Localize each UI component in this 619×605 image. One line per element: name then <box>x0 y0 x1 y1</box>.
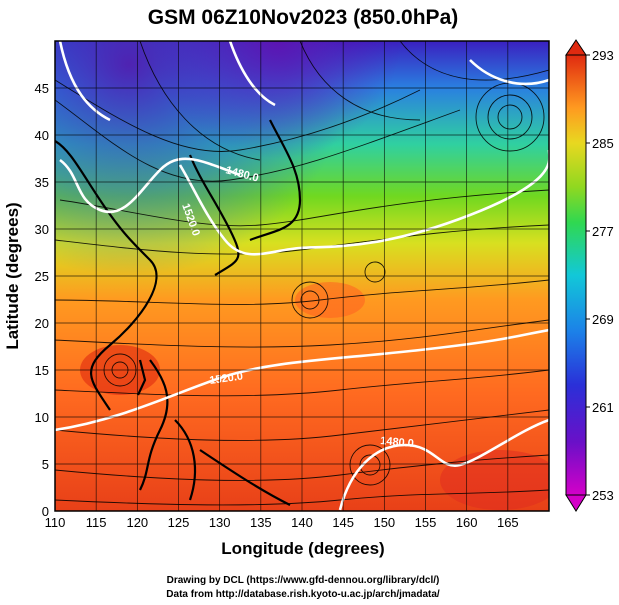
x-tick-label: 135 <box>250 515 272 530</box>
y-axis-ticks: 0 5 10 15 20 25 30 35 40 45 <box>35 81 49 519</box>
credit-line-1: Drawing by DCL (https://www.gfd-dennou.o… <box>167 575 440 586</box>
colorbar-gradient <box>565 54 587 496</box>
colorbar-tick-label: 285 <box>592 136 614 151</box>
y-tick-label: 45 <box>35 81 49 96</box>
warm-patch-central <box>295 282 365 318</box>
x-tick-label: 130 <box>209 515 231 530</box>
contour-label: 1480.0 <box>380 435 415 450</box>
y-tick-label: 35 <box>35 175 49 190</box>
x-tick-label: 110 <box>45 515 66 530</box>
x-tick-label: 125 <box>168 515 190 530</box>
credit-line-2: Data from http://database.rish.kyoto-u.a… <box>166 589 440 600</box>
colorbar-tick-label: 261 <box>592 400 614 415</box>
x-tick-label: 120 <box>126 515 148 530</box>
y-tick-label: 20 <box>35 316 49 331</box>
x-tick-label: 160 <box>456 515 478 530</box>
y-tick-label: 10 <box>35 410 49 425</box>
x-tick-label: 165 <box>497 515 519 530</box>
colorbar-tick-label: 277 <box>592 224 614 239</box>
warm-patch-southeast <box>440 450 549 510</box>
colorbar-tick-label: 253 <box>592 488 614 503</box>
colorbar-bottom-arrow <box>565 494 587 512</box>
x-tick-label: 155 <box>415 515 437 530</box>
x-tick-label: 150 <box>373 515 395 530</box>
x-axis-ticks: 110 115 120 125 130 135 140 145 150 155 160 165 <box>45 515 519 530</box>
y-tick-label: 25 <box>35 269 49 284</box>
y-tick-label: 15 <box>35 363 49 378</box>
map-title: GSM 06Z10Nov2023 (850.0hPa) <box>148 6 459 29</box>
x-axis-label: Longitude (degrees) <box>221 539 384 558</box>
y-tick-label: 5 <box>42 457 49 472</box>
colorbar-tick-label: 269 <box>592 312 614 327</box>
colorbar-tick-label: 293 <box>592 48 614 63</box>
y-tick-label: 30 <box>35 222 49 237</box>
y-tick-label: 0 <box>42 504 49 519</box>
y-axis-label: Latitude (degrees) <box>3 202 22 349</box>
y-tick-label: 40 <box>35 128 49 143</box>
plot-frame <box>54 40 550 512</box>
contour-label: 1520.0 <box>209 370 244 387</box>
colorbar-top-arrow <box>565 39 587 56</box>
streamlines <box>55 41 549 506</box>
colorbar: 293 285 277 269 261 253 <box>565 39 614 512</box>
x-tick-label: 145 <box>332 515 354 530</box>
x-tick-label: 115 <box>86 515 107 530</box>
coastlines <box>55 119 302 506</box>
geopotential-contours <box>55 41 549 511</box>
x-tick-label: 140 <box>291 515 313 530</box>
